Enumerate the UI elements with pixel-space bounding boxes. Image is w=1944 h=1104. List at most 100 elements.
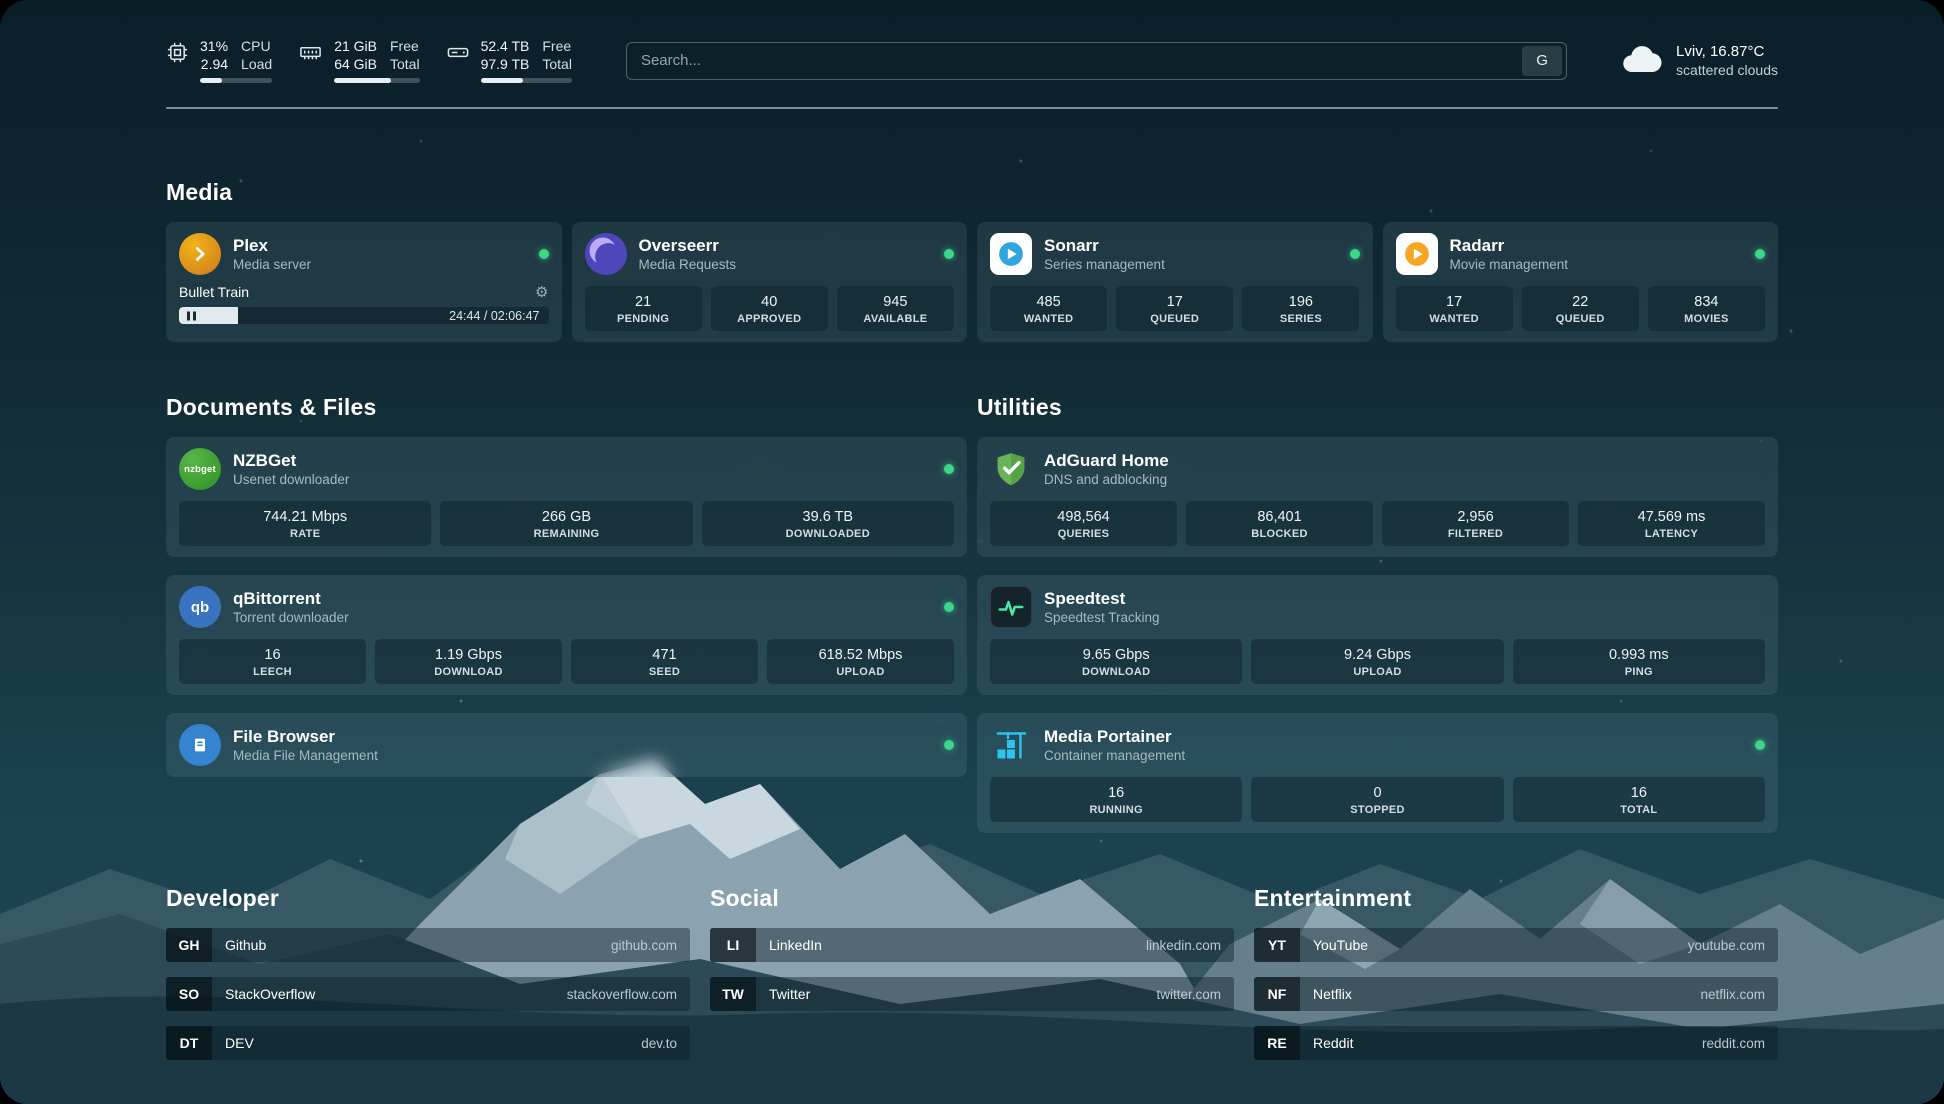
stat-value: 945 bbox=[883, 294, 908, 310]
stat-tile: 744.21 Mbps RATE bbox=[179, 501, 432, 546]
overseerr-icon bbox=[584, 233, 627, 275]
service-card-adguard[interactable]: AdGuard Home DNS and adblocking 498,564 Q… bbox=[977, 437, 1778, 557]
pause-button[interactable] bbox=[187, 311, 196, 320]
now-playing-title: Bullet Train bbox=[179, 284, 250, 300]
status-dot bbox=[1755, 740, 1765, 750]
service-card-plex[interactable]: Plex Media server Bullet Train ⚙ 24:44 /… bbox=[166, 222, 562, 342]
bookmark-dev[interactable]: DT DEV dev.to bbox=[166, 1026, 690, 1060]
bookmark-stackoverflow[interactable]: SO StackOverflow stackoverflow.com bbox=[166, 977, 690, 1011]
search-bar: G bbox=[625, 41, 1568, 80]
stat-value: 1.19 Gbps bbox=[435, 647, 502, 663]
stat-value: 17 bbox=[1166, 294, 1183, 310]
service-name: Plex bbox=[233, 236, 268, 255]
service-stats: 16 LEECH 1.19 Gbps DOWNLOAD 471 SEED 618.52 Mb… bbox=[179, 639, 954, 684]
memory-icon bbox=[298, 41, 323, 64]
service-card-filebrowser[interactable]: File Browser Media File Management bbox=[166, 713, 967, 777]
stat-tile: 618.52 Mbps UPLOAD bbox=[767, 639, 954, 684]
gear-icon[interactable]: ⚙ bbox=[535, 283, 549, 301]
stat-tile: 471 SEED bbox=[571, 639, 758, 684]
stat-label: SEED bbox=[648, 666, 681, 678]
service-stats: 9.65 Gbps DOWNLOAD 9.24 Gbps UPLOAD 0.993 ms… bbox=[990, 639, 1765, 684]
bookmark-url: dev.to bbox=[641, 1035, 677, 1051]
search-input[interactable] bbox=[640, 52, 1523, 69]
stat-value: 618.52 Mbps bbox=[818, 647, 903, 663]
bookmark-youtube[interactable]: YT YouTube youtube.com bbox=[1254, 928, 1778, 962]
stat-label: PENDING bbox=[616, 313, 670, 325]
memory-widget: 21 GiB 64 GiB Free Total bbox=[298, 38, 420, 83]
service-name: Speedtest bbox=[1044, 589, 1126, 608]
bookmark-reddit[interactable]: RE Reddit reddit.com bbox=[1254, 1026, 1778, 1060]
search-engine-button[interactable]: G bbox=[1522, 45, 1563, 76]
service-card-overseerr[interactable]: Overseerr Media Requests 21 PENDING 40 APPR… bbox=[571, 222, 967, 342]
filebrowser-icon bbox=[179, 724, 221, 766]
stat-value: 834 bbox=[1694, 294, 1719, 310]
service-card-sonarr[interactable]: Sonarr Series management 485 WANTED 17 QUEU… bbox=[977, 222, 1373, 342]
portainer-icon bbox=[990, 724, 1032, 766]
bookmark-name: Github bbox=[225, 937, 267, 953]
stat-label: APPROVED bbox=[737, 313, 802, 325]
stat-label: TOTAL bbox=[1620, 804, 1658, 816]
stat-value: 9.24 Gbps bbox=[1344, 647, 1411, 663]
speedtest-icon bbox=[990, 586, 1032, 628]
bookmark-group-social: Social LI LinkedIn linkedin.com TW Twitter tw… bbox=[710, 885, 1234, 1060]
stat-tile: 17 WANTED bbox=[1395, 286, 1513, 331]
stat-label: REMAINING bbox=[533, 528, 600, 540]
service-desc: Container management bbox=[1044, 748, 1186, 763]
service-desc: Speedtest Tracking bbox=[1044, 610, 1160, 625]
service-name: NZBGet bbox=[233, 451, 297, 470]
bookmark-name: Twitter bbox=[769, 986, 811, 1002]
service-card-portainer[interactable]: Media Portainer Container management 16 R… bbox=[977, 713, 1778, 833]
bookmark-url: linkedin.com bbox=[1145, 937, 1221, 953]
bookmark-linkedin[interactable]: LI LinkedIn linkedin.com bbox=[710, 928, 1234, 962]
stat-value: 16 bbox=[264, 647, 281, 663]
stat-tile: 16 RUNNING bbox=[990, 777, 1243, 822]
stat-label: LATENCY bbox=[1644, 528, 1699, 540]
stat-tile: 945 AVAILABLE bbox=[836, 286, 954, 331]
cpu-load-value: 2.94 bbox=[200, 55, 229, 72]
status-dot bbox=[944, 249, 954, 259]
bookmark-abbr: YT bbox=[1254, 928, 1300, 962]
stat-value: 17 bbox=[1446, 294, 1463, 310]
stat-value: 498,564 bbox=[1057, 509, 1110, 525]
stat-label: WANTED bbox=[1429, 313, 1479, 325]
service-desc: Series management bbox=[1044, 257, 1165, 272]
stat-tile: 498,564 QUERIES bbox=[990, 501, 1177, 546]
bookmark-group-title: Social bbox=[710, 885, 779, 911]
bookmark-twitter[interactable]: TW Twitter twitter.com bbox=[710, 977, 1234, 1011]
stat-value: 39.6 TB bbox=[802, 509, 854, 525]
stat-label: UPLOAD bbox=[836, 666, 885, 678]
plex-icon bbox=[179, 233, 221, 275]
disk-progress-bar bbox=[480, 78, 572, 83]
stat-value: 471 bbox=[652, 647, 677, 663]
service-card-qbittorrent[interactable]: qb qBittorrent Torrent downloader 16 LEEC… bbox=[166, 575, 967, 695]
stat-label: STOPPED bbox=[1350, 804, 1405, 816]
playback-progress-bar[interactable]: 24:44 / 02:06:47 bbox=[179, 307, 549, 324]
service-card-speedtest[interactable]: Speedtest Speedtest Tracking 9.65 Gbps DO… bbox=[977, 575, 1778, 695]
bookmark-name: DEV bbox=[225, 1035, 254, 1051]
service-name: Radarr bbox=[1449, 236, 1505, 255]
service-name: File Browser bbox=[233, 727, 336, 746]
stat-value: 744.21 Mbps bbox=[263, 509, 348, 525]
bookmark-github[interactable]: GH Github github.com bbox=[166, 928, 690, 962]
section-documents: Documents & Files nzbget NZBGet Usenet d… bbox=[166, 394, 967, 833]
disk-free-label: Free bbox=[542, 38, 572, 54]
stat-value: 0 bbox=[1373, 785, 1382, 801]
nzbget-icon: nzbget bbox=[179, 448, 221, 490]
bookmark-netflix[interactable]: NF Netflix netflix.com bbox=[1254, 977, 1778, 1011]
stat-tile: 9.24 Gbps UPLOAD bbox=[1251, 639, 1504, 684]
stat-label: RATE bbox=[290, 528, 321, 540]
service-card-nzbget[interactable]: nzbget NZBGet Usenet downloader 744.21 M… bbox=[166, 437, 967, 557]
status-dot bbox=[944, 602, 954, 612]
stat-label: QUEUED bbox=[1150, 313, 1200, 325]
stat-tile: 40 APPROVED bbox=[710, 286, 828, 331]
qbittorrent-icon: qb bbox=[179, 586, 221, 628]
stat-tile: 1.19 Gbps DOWNLOAD bbox=[375, 639, 562, 684]
disk-total-label: Total bbox=[542, 55, 572, 72]
bookmark-abbr: RE bbox=[1254, 1026, 1300, 1060]
stat-tile: 196 SERIES bbox=[1242, 286, 1360, 331]
cloud-icon bbox=[1621, 41, 1663, 80]
service-desc: Usenet downloader bbox=[233, 472, 350, 487]
service-desc: DNS and adblocking bbox=[1044, 472, 1168, 487]
service-card-radarr[interactable]: Radarr Movie management 17 WANTED 22 QUEUED… bbox=[1382, 222, 1778, 342]
mountain-background bbox=[0, 759, 1944, 1104]
